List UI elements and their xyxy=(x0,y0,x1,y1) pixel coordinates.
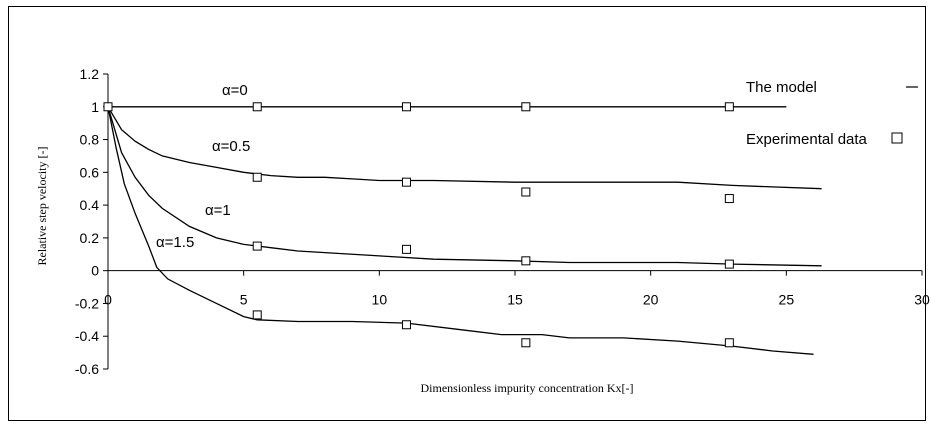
legend: The model Experimental data xyxy=(746,79,918,148)
curve-labels: α=0 α=0.5 α=1 α=1.5 xyxy=(156,82,250,251)
x-tick-label: 0 xyxy=(104,292,112,308)
experimental-point xyxy=(401,177,411,187)
y-tick-label: 0 xyxy=(91,263,99,279)
y-tick-label: 0.4 xyxy=(80,197,100,213)
experimental-point xyxy=(401,320,411,330)
model-curve-2 xyxy=(107,106,822,267)
legend-experimental-marker xyxy=(891,132,903,144)
experimental-point xyxy=(724,338,734,348)
y-tick-label: 0.6 xyxy=(80,164,100,180)
experimental-point xyxy=(724,259,734,269)
x-tick-label: 30 xyxy=(914,292,930,308)
experimental-point xyxy=(252,102,262,112)
experimental-point xyxy=(521,102,531,112)
axes: 1.2 1 0.8 0.6 0.4 0.2 0 -0.2 -0.4 -0.6 0 5 10 15 20 25 3… xyxy=(75,66,930,377)
experimental-point xyxy=(103,102,113,112)
curve-label: α=0 xyxy=(222,82,248,99)
y-tick-label: 1.2 xyxy=(80,66,100,82)
x-tick-label: 15 xyxy=(507,292,523,308)
curve-label: α=1.5 xyxy=(156,234,194,251)
x-axis-title: Dimensionless impurity concentration Kx[… xyxy=(421,381,634,395)
legend-experimental-label: Experimental data xyxy=(746,131,868,148)
experimental-point xyxy=(401,102,411,112)
x-tick-label: 20 xyxy=(643,292,659,308)
x-tick-label: 25 xyxy=(779,292,795,308)
y-tick-label: -0.6 xyxy=(75,361,99,377)
y-tick-label: 0.8 xyxy=(80,132,100,148)
experimental-point xyxy=(252,241,262,251)
chart-frame xyxy=(8,6,926,421)
experimental-point xyxy=(252,172,262,182)
y-tick-label: -0.2 xyxy=(75,295,99,311)
experimental-point xyxy=(724,102,734,112)
x-tick-label: 5 xyxy=(240,292,248,308)
x-tick-label: 10 xyxy=(372,292,388,308)
y-axis-title: Relative step velocity [-] xyxy=(35,147,49,266)
y-tick-label: 0.2 xyxy=(80,230,100,246)
y-tick-label: -0.4 xyxy=(75,328,99,344)
experimental-point xyxy=(521,338,531,348)
legend-model-label: The model xyxy=(746,79,817,96)
curve-label: α=0.5 xyxy=(212,138,250,155)
experimental-point xyxy=(521,187,531,197)
model-curves xyxy=(107,106,822,355)
curve-label: α=1 xyxy=(205,202,231,219)
experimental-points xyxy=(103,102,734,348)
experimental-point xyxy=(252,310,262,320)
experimental-point xyxy=(401,244,411,254)
experimental-point xyxy=(521,256,531,266)
y-tick-label: 1 xyxy=(91,99,99,115)
experimental-point xyxy=(724,194,734,204)
model-curve-1 xyxy=(107,106,822,190)
model-curve-3 xyxy=(107,106,814,355)
